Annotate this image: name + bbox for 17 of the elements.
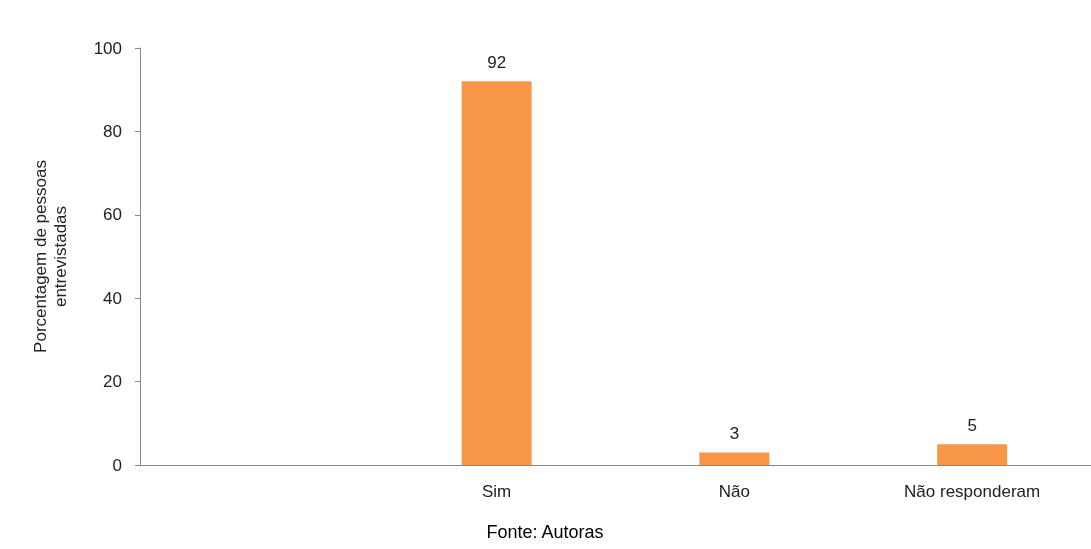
bar xyxy=(461,81,532,465)
y-tick-label: 60 xyxy=(103,205,122,225)
bar xyxy=(937,444,1008,465)
data-label: 5 xyxy=(967,416,977,436)
data-label: 3 xyxy=(729,424,740,444)
y-tick-label: 80 xyxy=(103,121,122,141)
data-label: 92 xyxy=(487,53,507,73)
bar xyxy=(699,452,770,465)
y-axis-title: Porcentagem de pessoas entrevistadas xyxy=(30,160,70,353)
source-note: Fonte: Autoras xyxy=(486,522,604,542)
x-tick-label: Sim xyxy=(481,482,512,501)
x-tick-label: Não responderam xyxy=(904,482,1041,501)
y-tick-label: 40 xyxy=(103,288,122,308)
x-tick-label: Não xyxy=(718,482,750,501)
y-tick-label: 100 xyxy=(93,38,122,58)
y-tick-label: 20 xyxy=(103,372,122,392)
y-tick-label: 0 xyxy=(112,455,122,475)
